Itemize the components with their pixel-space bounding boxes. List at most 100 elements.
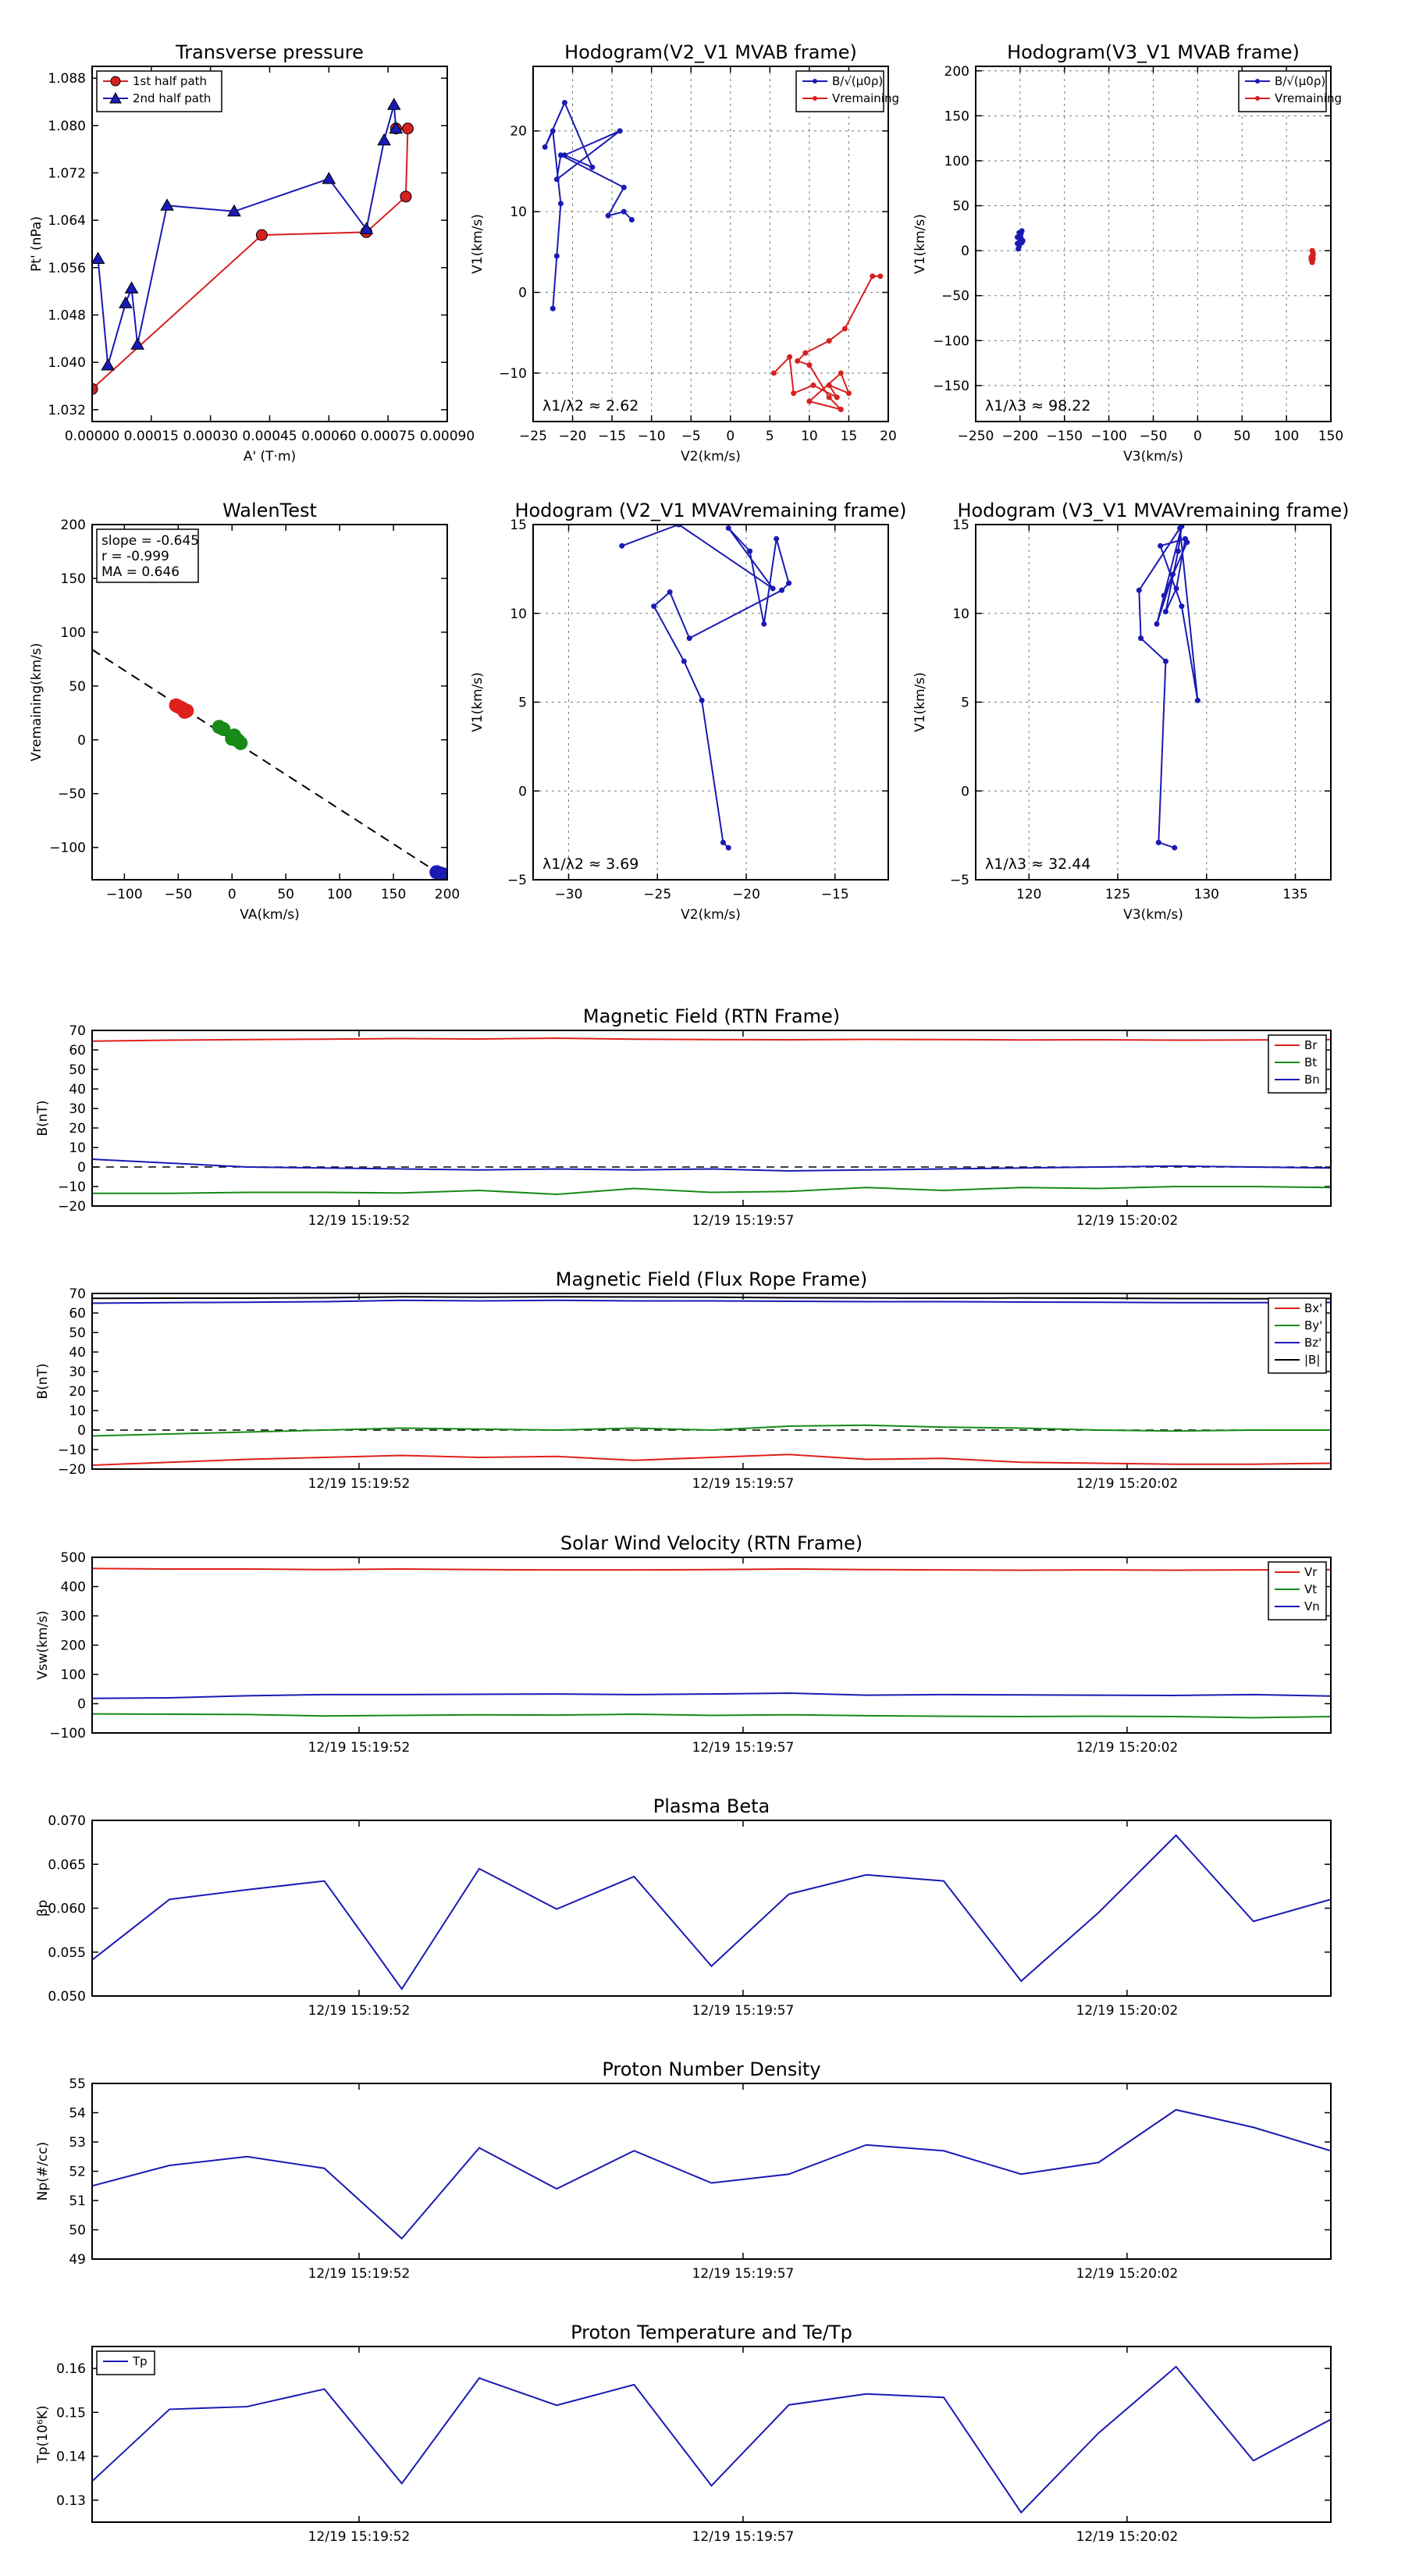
stats-box xyxy=(96,528,199,583)
y-tick-label: −10 xyxy=(499,366,527,382)
series-trajectory-marker xyxy=(1179,603,1185,610)
plot-frame xyxy=(91,1030,1332,1207)
y-tick-label: 0.055 xyxy=(48,1945,86,1961)
y-tick-label: 100 xyxy=(944,154,969,169)
y-tick-label: −50 xyxy=(58,787,86,802)
series-trajectory-line xyxy=(621,525,790,849)
chart-title: Hodogram (V3_V1 MVAVremaining frame) xyxy=(957,500,1349,521)
x-tick-label: −200 xyxy=(1002,429,1039,444)
x-tick-label: −100 xyxy=(1090,429,1127,444)
x-tick-label: 10 xyxy=(801,429,818,444)
x-tick-label: 0.00090 xyxy=(420,429,475,444)
x-tick-label: 125 xyxy=(1105,887,1130,902)
x-axis-label: V3(km/s) xyxy=(1123,907,1183,923)
y-tick-label: 0 xyxy=(518,784,527,799)
legend-label: B/√(μ0ρ) xyxy=(832,74,883,88)
series-2nd-half-path-marker xyxy=(124,281,139,294)
y-tick-label: 50 xyxy=(69,679,86,695)
x-tick-label: −25 xyxy=(643,887,671,902)
chart-plasma-beta: Plasma Beta 12/19 15:19:52 12/19 15:19:57 1… xyxy=(35,1795,1332,2019)
series-b-0--marker xyxy=(557,201,564,207)
x-tick-label: −50 xyxy=(164,887,192,902)
series-trajectory-marker xyxy=(1184,539,1190,546)
y-tick-label: 60 xyxy=(69,1043,86,1059)
x-tick-label: 0.00000 xyxy=(65,429,119,444)
series-green-point xyxy=(230,732,245,747)
legend-label: Bz' xyxy=(1304,1336,1321,1350)
series-trajectory-marker xyxy=(1155,839,1161,845)
y-tick-label: 10 xyxy=(510,205,527,220)
series-trajectory-marker xyxy=(667,589,673,595)
series-trajectory-marker xyxy=(699,697,705,703)
series-2nd-half-path-line xyxy=(97,105,397,366)
chart-title: Hodogram(V2_V1 MVAB frame) xyxy=(564,41,857,63)
series-vremaining-marker xyxy=(806,398,813,404)
series-2nd-half-path-marker xyxy=(389,121,404,134)
legend-marker xyxy=(110,76,121,87)
legend-box xyxy=(96,2350,155,2375)
y-tick-label: 100 xyxy=(61,1667,86,1683)
series-vremaining-marker xyxy=(826,382,832,388)
stats-text: MA = 0.646 xyxy=(101,564,180,580)
plot-frame xyxy=(532,524,889,881)
y-tick-label: 0.16 xyxy=(56,2361,86,2377)
plot-area xyxy=(1014,228,1316,265)
series-vremaining-marker xyxy=(870,273,876,279)
legend-label: Bt xyxy=(1304,1055,1317,1069)
legend-box xyxy=(1238,70,1327,112)
legend-label: Br xyxy=(1304,1038,1318,1052)
x-tick-label: 150 xyxy=(381,887,406,902)
x-tick-label: 12/19 15:19:57 xyxy=(692,1740,795,1756)
y-tick-label: 1.048 xyxy=(48,308,86,324)
y-tick-label: 20 xyxy=(510,124,527,140)
x-tick-label: 12/19 15:19:57 xyxy=(692,2529,795,2545)
plot-frame xyxy=(91,1820,1332,1997)
y-tick-label: −100 xyxy=(49,1726,86,1742)
x-tick-label: −50 xyxy=(1140,429,1168,444)
chart-title: Transverse pressure xyxy=(175,41,364,63)
plot-frame xyxy=(91,2083,1332,2260)
y-axis-label: Np(#/cc) xyxy=(35,2142,51,2201)
x-tick-label: 12/19 15:19:57 xyxy=(692,1213,795,1229)
series-b-0--marker xyxy=(542,144,548,150)
series-1st-half-path-marker xyxy=(401,123,414,135)
y-axis-label: Vremaining(km/s) xyxy=(29,643,44,762)
x-tick-label: 0 xyxy=(228,887,237,902)
y-tick-label: 5 xyxy=(518,696,527,711)
series-trajectory-marker xyxy=(1162,608,1168,614)
series-trajectory-marker xyxy=(1158,543,1164,549)
series-trajectory-line xyxy=(1138,525,1199,849)
x-tick-label: 100 xyxy=(327,887,352,902)
legend-box xyxy=(795,70,884,112)
chart-hodogram-v2-v1-mvab: Hodogram(V2_V1 MVAB frame) −25 −20 −15 −10 −5… xyxy=(470,41,899,464)
x-tick-label: 135 xyxy=(1282,887,1307,902)
y-tick-label: 0 xyxy=(77,1697,86,1713)
x-tick-label: 0 xyxy=(1193,429,1202,444)
regression-line xyxy=(92,649,447,880)
x-tick-label: 12/19 15:19:57 xyxy=(692,1476,795,1492)
chart-title: Hodogram(V3_V1 MVAB frame) xyxy=(1007,41,1300,63)
y-axis-label: V1(km/s) xyxy=(470,214,486,274)
y-tick-label: 30 xyxy=(69,1364,86,1380)
series-b-0--marker xyxy=(550,128,556,134)
y-tick-label: 53 xyxy=(69,2135,86,2151)
legend-label: Vremaining xyxy=(1275,91,1342,105)
series-2nd-half-path-marker xyxy=(130,337,145,350)
plot-area xyxy=(92,98,414,395)
series-red-point xyxy=(177,704,192,719)
plot-area xyxy=(92,2365,1331,2514)
legend-label: By' xyxy=(1304,1318,1322,1332)
plot-frame xyxy=(975,524,1332,881)
series-trajectory-marker xyxy=(1170,571,1176,578)
series-b-0--marker xyxy=(617,128,623,134)
series-b-0--marker xyxy=(557,152,564,158)
series-np-line xyxy=(92,2108,1331,2240)
y-tick-label: 1.088 xyxy=(48,71,86,87)
series-tp-line xyxy=(92,2365,1331,2514)
series-trajectory-marker xyxy=(1172,845,1178,851)
plot-area xyxy=(92,1567,1331,1719)
plot-area xyxy=(92,1037,1331,1196)
x-axis-label: VA(km/s) xyxy=(240,907,299,923)
plot-area xyxy=(619,525,792,851)
plot-area xyxy=(542,100,884,412)
